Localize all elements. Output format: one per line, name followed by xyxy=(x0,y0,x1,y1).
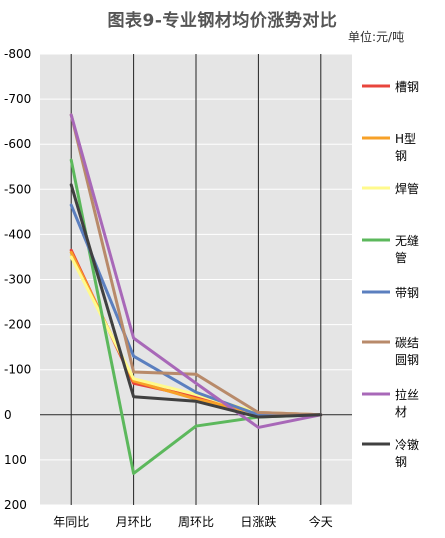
y-tick-label: -100 xyxy=(4,363,31,377)
y-tick-label: 0 xyxy=(4,408,12,422)
legend-label: 拉丝材 xyxy=(395,387,419,419)
x-tick-label: 月环比 xyxy=(116,515,152,529)
y-tick-label: -600 xyxy=(4,137,31,151)
legend-label: 带钢 xyxy=(395,286,419,300)
y-tick-label: -300 xyxy=(4,273,31,287)
x-tick-label: 周环比 xyxy=(178,515,214,529)
legend-label: H型钢 xyxy=(395,132,416,163)
y-tick-label: -200 xyxy=(4,318,31,332)
legend-label: 冷镦钢 xyxy=(395,437,419,469)
legend-label: 无缝管 xyxy=(395,233,419,265)
legend-label: 槽钢 xyxy=(395,80,419,94)
y-tick-label: -400 xyxy=(4,227,31,241)
unit-label: 单位:元/吨 xyxy=(348,30,405,44)
x-tick-label: 日涨跌 xyxy=(240,514,276,529)
x-tick-label: 年同比 xyxy=(53,515,89,529)
y-tick-label: 200 xyxy=(4,498,27,512)
legend-label: 碳结圆钢 xyxy=(395,336,419,367)
y-tick-label: -800 xyxy=(4,47,31,61)
x-tick-label: 今天 xyxy=(309,514,333,529)
series-line xyxy=(69,113,323,429)
y-tick-label: -700 xyxy=(4,92,31,106)
y-tick-label: 100 xyxy=(4,453,27,467)
y-tick-label: -500 xyxy=(4,182,31,196)
chart-title: 图表9-专业钢材均价涨势对比 xyxy=(107,11,338,31)
series-line xyxy=(69,203,323,417)
series-line xyxy=(69,113,323,417)
legend-label: 焊管 xyxy=(395,181,419,196)
series-line xyxy=(69,183,323,419)
